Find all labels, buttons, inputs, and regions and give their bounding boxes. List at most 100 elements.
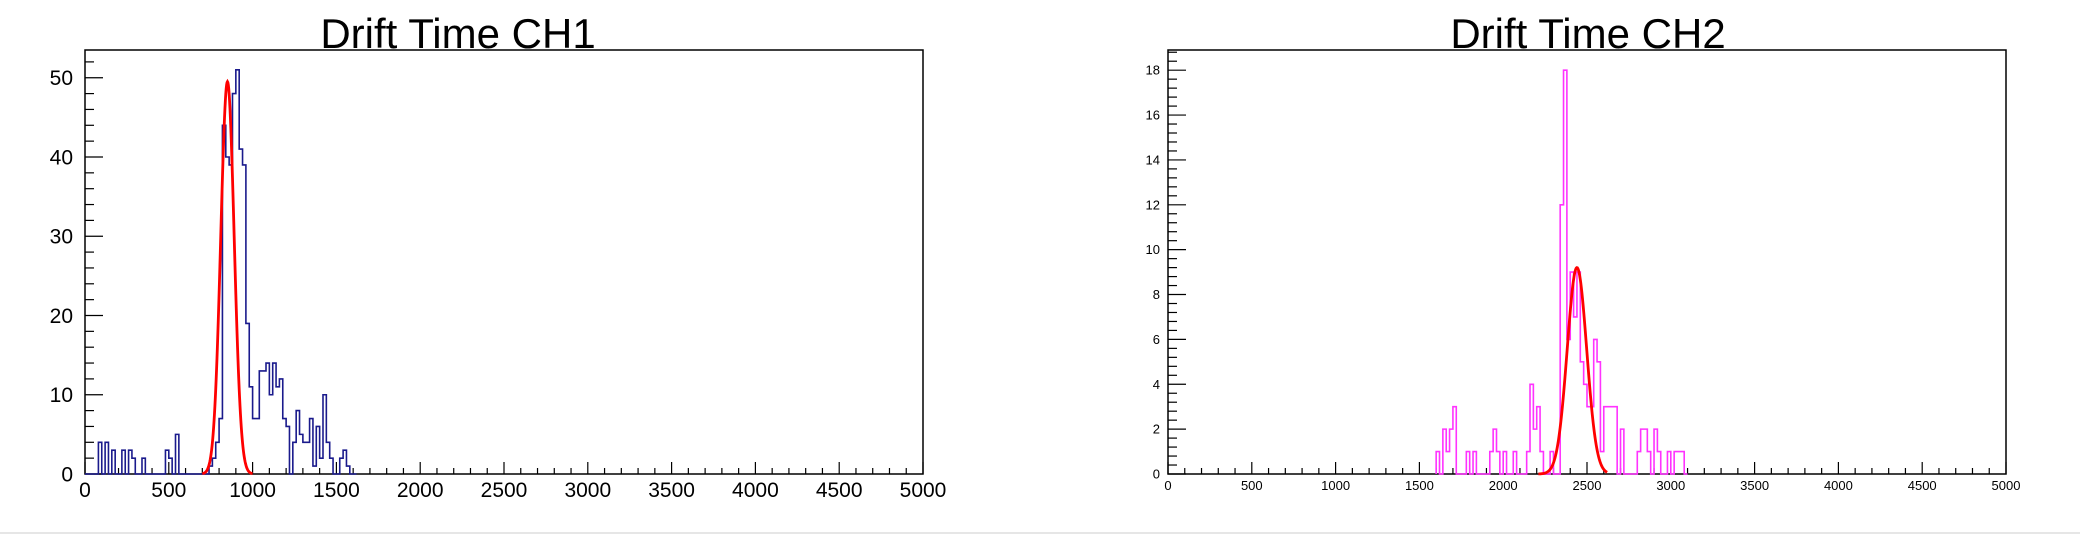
histogram-bin <box>296 411 299 474</box>
histogram-bin <box>313 466 316 474</box>
histogram-bin <box>1490 452 1493 474</box>
histogram-bin <box>1637 452 1640 474</box>
x-tick-label: 5000 <box>1992 478 2021 493</box>
x-tick-label: 500 <box>151 479 186 502</box>
histogram-bin <box>1503 452 1506 474</box>
histogram-bin <box>1493 429 1496 474</box>
histogram-bin <box>323 395 326 474</box>
histogram-bin <box>176 434 179 474</box>
histogram-outline <box>1435 69 1688 475</box>
histogram-bin <box>98 442 101 474</box>
x-tick-label: 3500 <box>648 479 695 502</box>
histogram-bin <box>330 458 333 474</box>
y-tick-label: 6 <box>1153 332 1160 347</box>
histogram-bin <box>1621 429 1624 474</box>
histogram-bin <box>1496 452 1499 474</box>
histogram-bin <box>1533 429 1536 474</box>
histogram-bin <box>1681 452 1684 474</box>
chart-drift-time-ch1: Drift Time CH1 0 500 1000 1500 2000 2500 3000 3… <box>50 10 947 502</box>
histogram-bin <box>306 442 309 474</box>
plot-frame <box>84 49 924 475</box>
histogram-bin <box>1584 384 1587 474</box>
histogram-bin <box>1466 452 1469 474</box>
y-tick-label: 18 <box>1146 63 1160 78</box>
y-tick-label: 16 <box>1146 108 1160 123</box>
x-tick-label: 1000 <box>229 479 276 502</box>
histogram-bin <box>279 379 282 474</box>
histogram-bin <box>132 458 135 474</box>
gaussian-fit-curve <box>202 78 253 476</box>
histogram-bin <box>1540 452 1543 474</box>
histogram-bin <box>1530 384 1533 474</box>
y-tick-label: 0 <box>61 463 73 486</box>
histogram-bin <box>1604 407 1607 474</box>
gaussian-fit-curve <box>1538 266 1608 476</box>
histogram-bin <box>1450 429 1453 474</box>
histogram-bin <box>129 450 132 474</box>
histogram-bin <box>1644 429 1647 474</box>
histogram-bin <box>1453 407 1456 474</box>
histogram-bin <box>273 363 276 474</box>
histogram-bin <box>256 419 259 474</box>
histogram-bin <box>276 387 279 474</box>
y-tick-label: 4 <box>1153 377 1160 392</box>
histogram-bin <box>169 458 172 474</box>
histogram-bin <box>1574 317 1577 474</box>
histogram-bin <box>253 419 256 474</box>
x-tick-label: 2500 <box>1573 478 1602 493</box>
histogram-bin <box>249 387 252 474</box>
histogram-bin <box>310 419 313 474</box>
histogram-bin <box>112 450 115 474</box>
y-tick-label: 14 <box>1146 152 1160 167</box>
y-tick-label: 30 <box>50 226 73 249</box>
histogram-bin <box>300 434 303 474</box>
histogram-bin <box>1513 452 1516 474</box>
x-tick-label: 3500 <box>1740 478 1769 493</box>
x-tick-label: 3000 <box>1656 478 1685 493</box>
x-tick-label: 1500 <box>1405 478 1434 493</box>
y-tick-label: 12 <box>1146 197 1160 212</box>
histogram-bin <box>1607 407 1610 474</box>
y-tick-label: 50 <box>50 67 73 90</box>
histogram-bin <box>1446 452 1449 474</box>
histogram-bin <box>1436 452 1439 474</box>
x-tick-label: 2000 <box>397 479 444 502</box>
histogram-bin <box>216 442 219 474</box>
histogram-bin <box>320 458 323 474</box>
histogram-bin <box>343 450 346 474</box>
histogram-bin <box>212 458 215 474</box>
x-tick-label: 2000 <box>1489 478 1518 493</box>
x-tick-label: 500 <box>1241 478 1263 493</box>
histogram-bin <box>283 419 286 474</box>
y-tick-label: 20 <box>50 305 73 328</box>
histogram-bin <box>266 363 269 474</box>
y-tick-label: 10 <box>1146 242 1160 257</box>
histogram-bin <box>303 442 306 474</box>
x-tick-label: 4000 <box>1824 478 1853 493</box>
histogram-bin <box>1647 452 1650 474</box>
histogram-bin <box>1641 429 1644 474</box>
chart-title: Drift Time CH1 <box>320 10 595 57</box>
histogram-bin <box>226 157 229 474</box>
histogram-bin <box>326 442 329 474</box>
x-tick-label: 3000 <box>564 479 611 502</box>
histogram-bin <box>346 466 349 474</box>
histogram-bin <box>1527 452 1530 474</box>
histogram-bin <box>1678 452 1681 474</box>
x-tick-label: 1000 <box>1321 478 1350 493</box>
histogram-bin <box>122 450 125 474</box>
x-tick-label: 0 <box>79 479 91 502</box>
x-tick-label: 4500 <box>1908 478 1937 493</box>
x-tick-label: 4000 <box>732 479 779 502</box>
y-tick-label: 2 <box>1153 422 1160 437</box>
histogram-bin <box>1674 452 1677 474</box>
histogram-bin <box>1654 429 1657 474</box>
y-tick-label: 0 <box>1153 467 1160 482</box>
histogram <box>1435 69 1688 475</box>
histogram-bin <box>246 323 249 474</box>
histogram-bin <box>1587 407 1590 474</box>
chart-drift-time-ch2: Drift Time CH2 0 500 1000 1500 2000 2500 3000 3… <box>1146 10 2021 493</box>
y-tick-label: 8 <box>1153 287 1160 302</box>
histogram-bin <box>340 458 343 474</box>
histogram-bin <box>293 442 296 474</box>
